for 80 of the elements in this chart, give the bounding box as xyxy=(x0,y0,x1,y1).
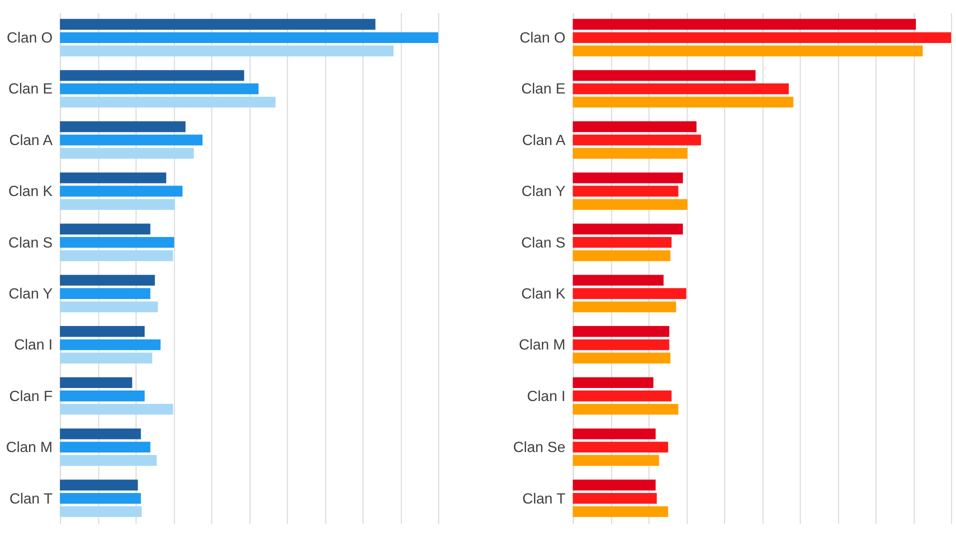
bar xyxy=(60,83,259,94)
bar xyxy=(60,492,141,504)
bar xyxy=(572,46,923,56)
bar xyxy=(60,134,203,146)
y-tick-label: Clan Se xyxy=(513,440,566,456)
bar xyxy=(572,121,697,132)
bar xyxy=(572,236,672,248)
bar xyxy=(60,172,166,184)
y-tick-label: Clan A xyxy=(9,132,53,149)
y-tick-label: Clan S xyxy=(521,235,566,252)
y-tick-label: Clan T xyxy=(522,491,566,508)
bar xyxy=(572,442,668,453)
bar xyxy=(572,301,676,312)
bar xyxy=(572,83,789,94)
y-tick-label: Clan M xyxy=(518,338,566,354)
y-tick-label: Clan F xyxy=(9,388,53,405)
bar xyxy=(60,480,138,490)
bar xyxy=(572,186,678,197)
bar xyxy=(60,70,244,81)
bar xyxy=(60,121,186,132)
y-tick-label: Clan I xyxy=(14,338,53,354)
y-tick-label: Clan K xyxy=(8,184,53,200)
bar xyxy=(572,506,668,518)
bar xyxy=(60,96,276,108)
bar xyxy=(60,18,376,30)
bar xyxy=(572,199,688,210)
bar xyxy=(60,428,141,440)
bar xyxy=(572,18,916,30)
bar xyxy=(60,326,145,337)
bar xyxy=(572,32,952,44)
bar xyxy=(60,186,182,197)
bar xyxy=(60,455,157,466)
bar xyxy=(572,326,670,337)
bar xyxy=(60,390,145,402)
y-tick-label: Clan O xyxy=(520,30,566,47)
bar xyxy=(60,339,161,350)
y-tick-label: Clan S xyxy=(8,235,53,252)
bar xyxy=(572,352,670,364)
bar xyxy=(572,455,660,466)
bar xyxy=(60,274,155,286)
bar xyxy=(60,442,150,453)
bar xyxy=(572,250,670,262)
y-tick-label: Clan K xyxy=(521,286,566,302)
bar xyxy=(60,199,175,210)
bar xyxy=(572,339,670,350)
y-tick-label: Clan E xyxy=(8,82,53,98)
bar xyxy=(60,404,174,415)
bar xyxy=(572,288,686,299)
y-tick-label: Clan A xyxy=(522,132,566,149)
bar xyxy=(572,492,657,504)
y-tick-label: Clan O xyxy=(6,30,53,47)
bar xyxy=(572,404,678,415)
bar xyxy=(572,224,683,234)
bar xyxy=(572,390,672,402)
bar xyxy=(60,288,150,299)
bar xyxy=(60,236,174,248)
bar xyxy=(60,250,174,262)
y-tick-label: Clan E xyxy=(521,82,566,98)
bar xyxy=(572,148,688,159)
bar xyxy=(572,274,664,286)
bar xyxy=(572,480,656,490)
y-tick-label: Clan M xyxy=(6,440,53,456)
bar xyxy=(60,377,132,388)
y-tick-label: Clan Y xyxy=(8,286,53,302)
bar xyxy=(572,428,656,440)
bar xyxy=(60,32,438,44)
bar xyxy=(572,172,683,184)
bar xyxy=(572,134,702,146)
bar xyxy=(60,46,394,56)
bar xyxy=(60,352,152,364)
y-tick-label: Clan T xyxy=(9,491,53,508)
bar xyxy=(60,506,142,518)
y-tick-label: Clan Y xyxy=(522,184,566,200)
y-tick-label: Clan I xyxy=(526,388,566,405)
bar xyxy=(60,148,194,159)
bar xyxy=(572,70,756,81)
bar xyxy=(572,377,654,388)
bar xyxy=(60,224,150,234)
bar xyxy=(572,96,794,108)
bar xyxy=(60,301,158,312)
